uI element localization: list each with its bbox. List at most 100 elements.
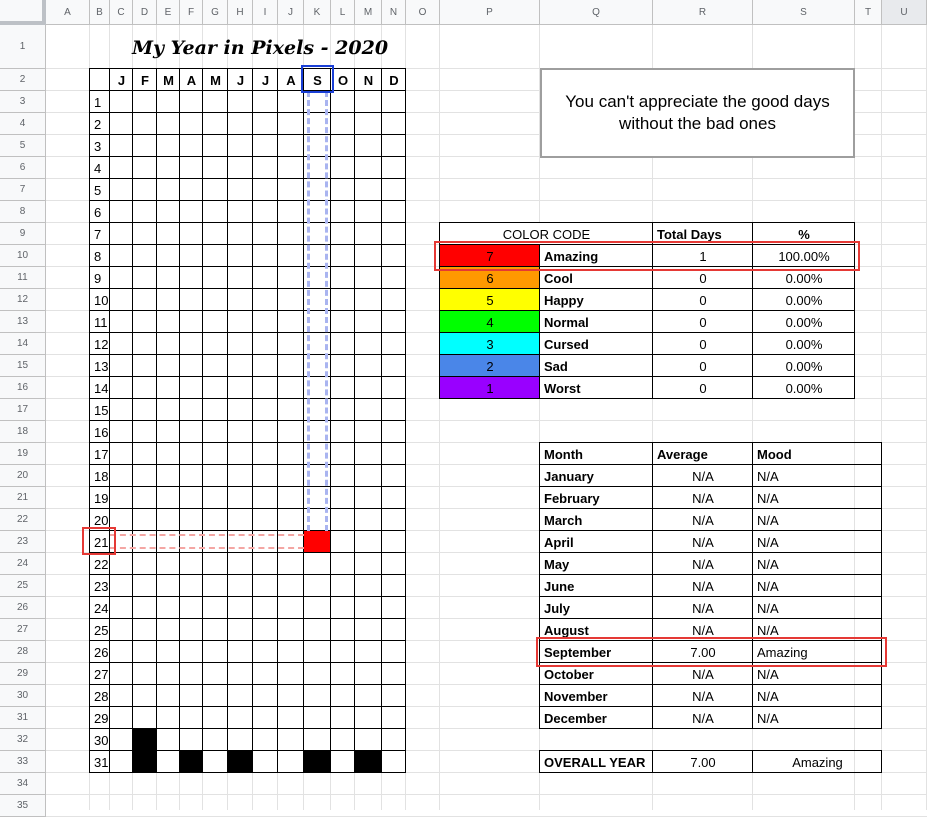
quote-line-1: You can't appreciate the good days	[565, 92, 830, 111]
month-header: Month	[544, 446, 583, 462]
mood-color-swatch	[440, 355, 540, 377]
column-header-o[interactable]: O	[406, 0, 440, 25]
table-border	[439, 288, 855, 289]
gridline	[46, 728, 927, 729]
grid-border	[89, 244, 406, 245]
day-label: 15	[94, 402, 109, 418]
unavailable-day-cell[interactable]	[180, 751, 203, 773]
row-header-17[interactable]: 17	[0, 399, 46, 421]
row-header-24[interactable]: 24	[0, 553, 46, 575]
row-header-28[interactable]: 28	[0, 641, 46, 663]
column-header-i[interactable]: I	[253, 0, 278, 25]
row-header-30[interactable]: 30	[0, 685, 46, 707]
column-header-m[interactable]: M	[355, 0, 382, 25]
row-header-9[interactable]: 9	[0, 223, 46, 245]
day-label: 23	[94, 578, 109, 594]
row-header-32[interactable]: 32	[0, 729, 46, 751]
row-header-18[interactable]: 18	[0, 421, 46, 443]
table-border	[652, 223, 653, 399]
row-header-11[interactable]: 11	[0, 267, 46, 289]
row-header-20[interactable]: 20	[0, 465, 46, 487]
mood-percent: 100.00%	[778, 248, 830, 264]
day-label: 17	[94, 446, 109, 462]
column-header-j[interactable]: J	[278, 0, 304, 25]
unavailable-day-cell[interactable]	[355, 751, 382, 773]
mood-percent: 0.00%	[785, 270, 823, 286]
row-header-4[interactable]: 4	[0, 113, 46, 135]
row-header-14[interactable]: 14	[0, 333, 46, 355]
day-label: 11	[94, 314, 108, 330]
column-header-e[interactable]: E	[157, 0, 180, 25]
unavailable-day-cell[interactable]	[133, 729, 157, 751]
grid-border	[303, 69, 304, 773]
column-header-d[interactable]: D	[133, 0, 157, 25]
column-header-l[interactable]: L	[331, 0, 355, 25]
row-header-27[interactable]: 27	[0, 619, 46, 641]
day-label: 25	[94, 622, 109, 638]
row-header-22[interactable]: 22	[0, 509, 46, 531]
row-header-23[interactable]: 23	[0, 531, 46, 553]
gridline	[46, 574, 927, 575]
mood-cell-sep-21[interactable]	[304, 531, 331, 553]
column-header-a[interactable]: A	[46, 0, 90, 25]
column-header-k[interactable]: K	[304, 0, 331, 25]
row-header-16[interactable]: 16	[0, 377, 46, 399]
mood-value: 7	[486, 248, 494, 264]
row-header-10[interactable]: 10	[0, 245, 46, 267]
grid-border	[89, 442, 406, 443]
unavailable-day-cell[interactable]	[133, 751, 157, 773]
month-average: N/A	[692, 512, 714, 528]
column-header-t[interactable]: T	[855, 0, 882, 25]
column-header-b[interactable]: B	[90, 0, 110, 25]
grid-border	[89, 662, 406, 663]
unavailable-day-cell[interactable]	[228, 751, 253, 773]
row-header-33[interactable]: 33	[0, 751, 46, 773]
row-header-12[interactable]: 12	[0, 289, 46, 311]
column-header-q[interactable]: Q	[540, 0, 653, 25]
select-all-corner[interactable]	[0, 0, 46, 25]
unavailable-day-cell[interactable]	[304, 751, 331, 773]
row-header-8[interactable]: 8	[0, 201, 46, 223]
row-header-29[interactable]: 29	[0, 663, 46, 685]
row-header-34[interactable]: 34	[0, 773, 46, 795]
day-label: 29	[94, 710, 109, 726]
overall-year-mood: Amazing	[792, 754, 843, 770]
row-header-6[interactable]: 6	[0, 157, 46, 179]
column-header-n[interactable]: N	[382, 0, 406, 25]
row-header-3[interactable]: 3	[0, 91, 46, 113]
row-header-13[interactable]: 13	[0, 311, 46, 333]
grid-border	[89, 332, 406, 333]
row-header-26[interactable]: 26	[0, 597, 46, 619]
mood-color-swatch	[440, 311, 540, 333]
row-header-31[interactable]: 31	[0, 707, 46, 729]
row-header-15[interactable]: 15	[0, 355, 46, 377]
day-label: 1	[94, 94, 102, 110]
month-label: M	[210, 72, 221, 88]
table-border	[439, 310, 855, 311]
grid-border	[89, 772, 406, 773]
mood-color-swatch	[440, 333, 540, 355]
gridline	[46, 200, 927, 201]
row-header-5[interactable]: 5	[0, 135, 46, 157]
row-header-1[interactable]: 1	[0, 25, 46, 69]
row-header-7[interactable]: 7	[0, 179, 46, 201]
gridline	[46, 662, 927, 663]
row-header-35[interactable]: 35	[0, 795, 46, 817]
row-header-19[interactable]: 19	[0, 443, 46, 465]
mood-name: Amazing	[544, 248, 599, 264]
column-header-r[interactable]: R	[653, 0, 753, 25]
column-header-p[interactable]: P	[440, 0, 540, 25]
column-header-g[interactable]: G	[203, 0, 228, 25]
row-header-25[interactable]: 25	[0, 575, 46, 597]
row-header-21[interactable]: 21	[0, 487, 46, 509]
column-header-c[interactable]: C	[110, 0, 133, 25]
column-header-u[interactable]: U	[882, 0, 927, 25]
column-header-s[interactable]: S	[753, 0, 855, 25]
table-border	[439, 376, 855, 377]
gridline	[854, 25, 855, 810]
day-label: 4	[94, 160, 102, 176]
column-header-h[interactable]: H	[228, 0, 253, 25]
column-header-f[interactable]: F	[180, 0, 203, 25]
table-border	[652, 751, 653, 773]
row-header-2[interactable]: 2	[0, 69, 46, 91]
